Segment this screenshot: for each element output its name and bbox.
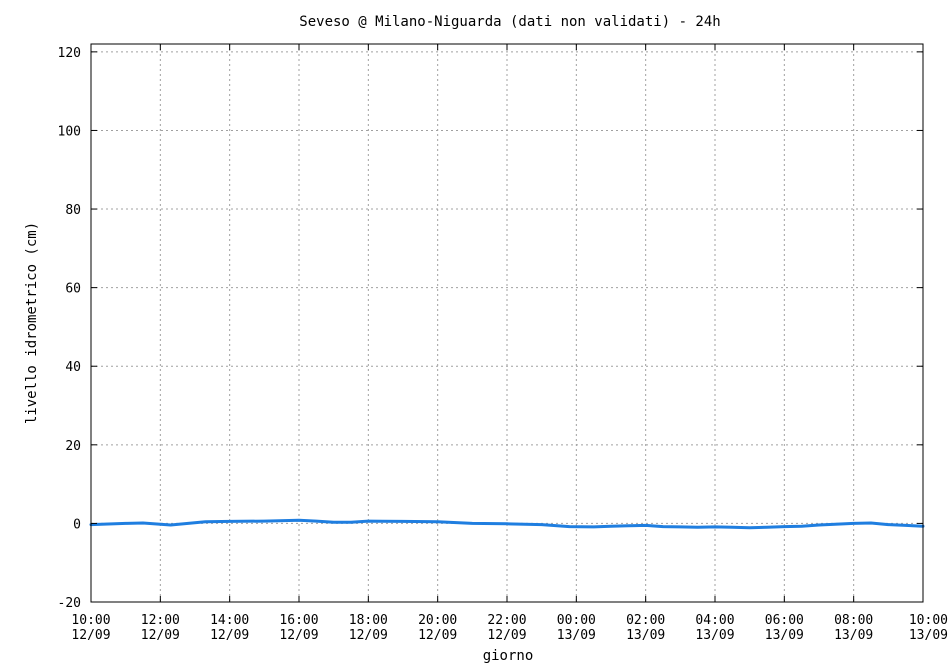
chart-title: Seveso @ Milano-Niguarda (dati non valid… xyxy=(299,14,720,30)
y-tick-label: 100 xyxy=(58,124,81,139)
x-tick-date-label: 13/09 xyxy=(909,628,948,643)
x-tick-date-label: 12/09 xyxy=(349,628,388,643)
x-tick-date-label: 12/09 xyxy=(279,628,318,643)
x-tick-label: 16:00 xyxy=(279,613,318,628)
x-tick-label: 00:00 xyxy=(557,613,596,628)
x-tick-date-label: 13/09 xyxy=(834,628,873,643)
plot-frame xyxy=(90,43,924,603)
x-tick-date-label: 12/09 xyxy=(210,628,249,643)
grid xyxy=(91,44,923,602)
x-tick-date-label: 12/09 xyxy=(71,628,110,643)
x-tick-date-label: 12/09 xyxy=(418,628,457,643)
x-tick-date-label: 13/09 xyxy=(695,628,734,643)
y-tick-label: 120 xyxy=(58,46,81,61)
x-tick-date-label: 13/09 xyxy=(557,628,596,643)
y-axis-label: livello idrometrico (cm) xyxy=(24,222,40,424)
x-tick-label: 12:00 xyxy=(141,613,180,628)
y-axis: -20 0 20 40 60 80 100 120 xyxy=(58,46,923,611)
x-tick-date-label: 12/09 xyxy=(487,628,526,643)
x-tick-label: 10:00 xyxy=(909,613,948,628)
x-tick-label: 20:00 xyxy=(418,613,457,628)
plot-area xyxy=(89,518,925,530)
x-tick-label: 14:00 xyxy=(210,613,249,628)
y-tick-label: 80 xyxy=(65,203,81,218)
y-tick-label: 0 xyxy=(73,517,81,532)
y-tick-label: 60 xyxy=(65,282,81,297)
x-tick-label: 04:00 xyxy=(695,613,734,628)
x-tick-label: 10:00 xyxy=(71,613,110,628)
series-line xyxy=(89,518,925,530)
x-tick-label: 02:00 xyxy=(626,613,665,628)
x-tick-label: 06:00 xyxy=(765,613,804,628)
x-tick-date-label: 13/09 xyxy=(626,628,665,643)
y-tick-label: 40 xyxy=(65,360,81,375)
x-axis-label: giorno xyxy=(483,648,534,664)
x-tick-label: 22:00 xyxy=(487,613,526,628)
x-tick-label: 08:00 xyxy=(834,613,873,628)
x-axis: 10:0012/0912:0012/0914:0012/0916:0012/09… xyxy=(71,44,948,643)
x-tick-label: 18:00 xyxy=(349,613,388,628)
x-tick-date-label: 13/09 xyxy=(765,628,804,643)
y-tick-label: 20 xyxy=(65,439,81,454)
x-tick-date-label: 12/09 xyxy=(141,628,180,643)
y-tick-label: -20 xyxy=(58,596,81,611)
